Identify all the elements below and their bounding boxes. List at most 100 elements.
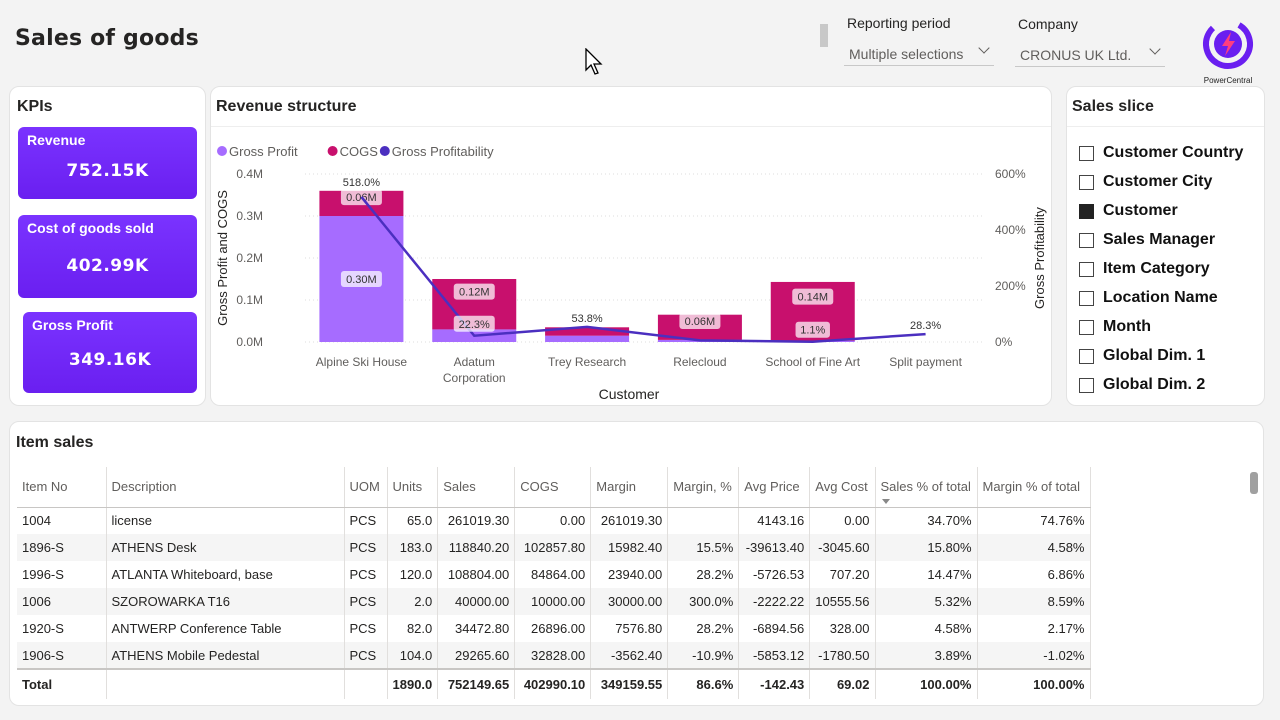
item-sales-table-wrap: Item No Description UOM Units Sales COGS Margi… (17, 467, 1091, 699)
reporting-period-dropdown[interactable]: Multiple selections (844, 38, 994, 66)
table-cell: -5726.53 (738, 561, 811, 588)
x-tick-label: School of Fine Art (765, 355, 860, 369)
table-scrollbar[interactable] (1250, 472, 1258, 494)
title-divider (211, 126, 1051, 127)
checkbox-icon[interactable] (1079, 174, 1094, 190)
sales-slice-title: Sales slice (1072, 98, 1154, 115)
checkbox-icon[interactable] (1079, 145, 1094, 161)
table-cell: -6894.56 (738, 615, 811, 642)
kpi-gross-profit[interactable]: Gross Profit 349.16K (23, 312, 197, 393)
table-cell: 104.0 (387, 642, 439, 669)
table-cell: 15982.40 (590, 534, 669, 561)
y2-axis-title: Gross Profitability (1032, 207, 1047, 309)
table-cell: 261019.30 (590, 507, 669, 534)
x-tick-label: Split payment (889, 355, 962, 369)
slicer-item[interactable]: Customer City (1079, 173, 1212, 191)
slicer-item[interactable]: Sales Manager (1079, 231, 1215, 249)
table-cell: ATHENS Mobile Pedestal (106, 642, 345, 669)
column-header[interactable]: UOM (344, 467, 388, 508)
bar-label: 0.14M (797, 292, 828, 304)
line-label: 28.3% (910, 320, 941, 332)
checkbox-icon[interactable] (1079, 290, 1094, 306)
column-header[interactable]: Description (106, 467, 345, 508)
slicer-item-label: Global Dim. 2 (1103, 376, 1206, 393)
total-cell: 100.00% (875, 668, 978, 699)
checkbox-icon[interactable] (1079, 261, 1094, 277)
x-tick-label: Alpine Ski House (316, 355, 408, 369)
total-cell: Total (17, 668, 107, 699)
table-total-row: Total 1890.0 752149.65 402990.10 349159.55 86… (17, 668, 1091, 699)
table-cell: PCS (344, 534, 388, 561)
checkbox-icon[interactable] (1079, 232, 1094, 248)
table-row[interactable]: 1006 SZOROWARKA T16 PCS 2.0 40000.00 10000.00… (17, 588, 1091, 615)
column-header[interactable]: Margin, % (667, 467, 740, 508)
table-cell: PCS (344, 642, 388, 669)
table-row[interactable]: 1004 license PCS 65.0 261019.30 0.00 261019.30… (17, 507, 1091, 534)
table-row[interactable]: 1920-S ANTWERP Conference Table PCS 82.0 344… (17, 615, 1091, 642)
checkbox-checked-icon[interactable] (1079, 203, 1094, 219)
column-header[interactable]: Sales % of total (875, 467, 978, 508)
checkbox-icon[interactable] (1079, 319, 1094, 335)
x-tick-label: Adatum (454, 355, 495, 369)
table-cell: 1004 (17, 507, 107, 534)
line-label-bg (453, 315, 495, 332)
column-header[interactable]: Margin (590, 467, 669, 508)
table-cell: ATHENS Desk (106, 534, 345, 561)
table-cell: 328.00 (809, 615, 876, 642)
table-cell: -1.02% (977, 642, 1091, 669)
table-row[interactable]: 1906-S ATHENS Mobile Pedestal PCS 104.0 2926… (17, 642, 1091, 669)
bar-label: 0.30M (346, 274, 377, 286)
table-cell: 23940.00 (590, 561, 669, 588)
slicer-grip[interactable] (820, 24, 828, 47)
table-cell: 0.00 (514, 507, 592, 534)
column-header[interactable]: Units (387, 467, 439, 508)
table-cell: 3.89% (875, 642, 978, 669)
item-sales-title: Item sales (16, 434, 94, 451)
slicer-item[interactable]: Month (1079, 318, 1151, 336)
x-tick-label: Trey Research (548, 355, 626, 369)
table-cell: 10555.56 (809, 588, 876, 615)
kpi-label: Cost of goods sold (27, 220, 154, 236)
column-header[interactable]: Sales (437, 467, 516, 508)
slicer-item[interactable]: Location Name (1079, 289, 1218, 307)
table-cell: 1920-S (17, 615, 107, 642)
column-header[interactable]: Margin % of total (977, 467, 1091, 508)
kpi-value: 349.16K (68, 350, 152, 370)
column-header[interactable]: COGS (514, 467, 592, 508)
table-cell: -3562.40 (590, 642, 669, 669)
table-cell: 183.0 (387, 534, 439, 561)
table-cell: 102857.80 (514, 534, 592, 561)
x-axis-title: Customer (599, 386, 660, 402)
slicer-item[interactable]: Customer (1079, 202, 1178, 220)
kpi-cogs[interactable]: Cost of goods sold 402.99K (18, 215, 197, 298)
slicer-item-label: Customer (1103, 202, 1178, 219)
sales-slice-card: Sales slice Customer Country Customer Cit… (1066, 86, 1265, 406)
line-label: 1.1% (800, 325, 825, 337)
checkbox-icon[interactable] (1079, 377, 1094, 393)
column-header[interactable]: Item No (17, 467, 107, 508)
company-dropdown[interactable]: CRONUS UK Ltd. (1015, 39, 1165, 67)
table-cell: 84864.00 (514, 561, 592, 588)
kpi-revenue[interactable]: Revenue 752.15K (18, 127, 197, 199)
table-cell: license (106, 507, 345, 534)
chevron-down-icon (978, 42, 990, 54)
company-value: CRONUS UK Ltd. (1020, 47, 1132, 63)
table-cell: 1996-S (17, 561, 107, 588)
slicer-item[interactable]: Item Category (1079, 260, 1210, 278)
slicer-item[interactable]: Global Dim. 2 (1079, 376, 1205, 394)
column-header[interactable]: Avg Cost (809, 467, 876, 508)
slicer-item[interactable]: Global Dim. 1 (1079, 347, 1205, 365)
table-row[interactable]: 1896-S ATHENS Desk PCS 183.0 118840.20 102857… (17, 534, 1091, 561)
bar-label-bg (792, 288, 834, 305)
checkbox-icon[interactable] (1079, 348, 1094, 364)
line-label: 518.0% (343, 177, 381, 189)
x-tick-label: Corporation (443, 371, 506, 385)
legend-label: Gross Profit (229, 144, 298, 159)
column-header[interactable]: Avg Price (738, 467, 811, 508)
slicer-item[interactable]: Customer Country (1079, 144, 1243, 162)
table-cell: 1006 (17, 588, 107, 615)
table-cell: 34.70% (875, 507, 978, 534)
table-row[interactable]: 1996-S ATLANTA Whiteboard, base PCS 120.0 10… (17, 561, 1091, 588)
legend-marker (217, 146, 227, 156)
table-cell: PCS (344, 507, 388, 534)
